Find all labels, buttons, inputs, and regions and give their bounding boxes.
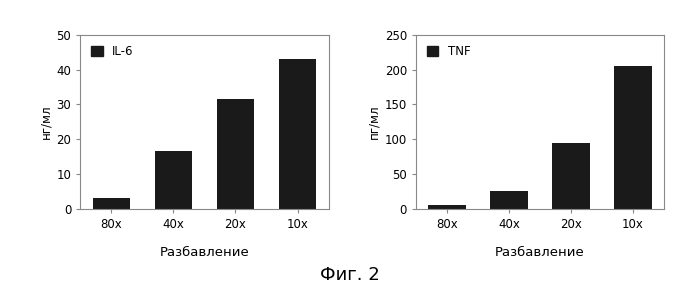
- Bar: [614, 66, 651, 209]
- Y-axis label: пг/мл: пг/мл: [368, 104, 380, 139]
- Bar: [428, 205, 466, 209]
- Text: Фиг. 2: Фиг. 2: [319, 266, 380, 284]
- Bar: [490, 191, 528, 209]
- Bar: [217, 99, 254, 209]
- Bar: [154, 151, 192, 209]
- Legend: TNF: TNF: [421, 41, 475, 63]
- Bar: [93, 198, 130, 209]
- Text: Разбавление: Разбавление: [159, 246, 250, 259]
- Bar: [279, 59, 316, 209]
- Legend: IL-6: IL-6: [86, 41, 138, 63]
- Bar: [552, 143, 589, 209]
- Y-axis label: нг/мл: нг/мл: [39, 104, 52, 139]
- Text: Разбавление: Разбавление: [495, 246, 585, 259]
